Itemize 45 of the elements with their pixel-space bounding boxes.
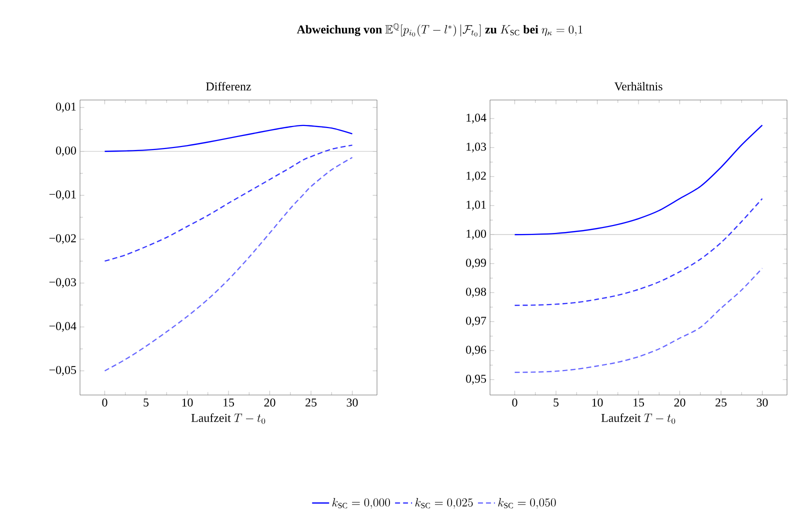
legend-label: $k_{\mathrm{SC}}=0{,}050$ bbox=[498, 498, 556, 509]
x-tick-label: 15 bbox=[224, 398, 234, 407]
line-series bbox=[104, 144, 353, 262]
line-series bbox=[104, 124, 353, 152]
chart-subtitle: Differenz bbox=[206, 82, 251, 90]
y-tick-label: −0,04 bbox=[49, 322, 76, 332]
x-axis-title: $\mbox{Laufzeit }T-t_0$ bbox=[601, 413, 676, 424]
y-tick-label: 0,01 bbox=[56, 102, 76, 112]
x-tick-label: 20 bbox=[264, 398, 276, 407]
y-tick-label: 1,00 bbox=[466, 230, 486, 240]
line-series bbox=[514, 198, 763, 306]
x-tick-label: 20 bbox=[674, 398, 686, 407]
x-tick-label: 10 bbox=[592, 398, 603, 407]
y-tick-label: −0,01 bbox=[49, 190, 76, 200]
y-tick-label: −0,02 bbox=[49, 234, 76, 244]
x-tick-label: 25 bbox=[716, 398, 727, 407]
y-tick-label: 0,00 bbox=[56, 146, 76, 156]
y-tick-label: 0,99 bbox=[466, 258, 486, 268]
line-series bbox=[514, 268, 763, 373]
x-tick-label: 25 bbox=[306, 398, 317, 407]
x-tick-label: 5 bbox=[144, 398, 149, 406]
chart-subtitle: Verhältnis bbox=[614, 82, 662, 91]
x-tick-label: 15 bbox=[634, 398, 644, 407]
y-tick-label: 1,02 bbox=[466, 172, 486, 182]
y-tick-label: 1,04 bbox=[466, 114, 486, 124]
y-tick-label: −0,05 bbox=[49, 366, 76, 376]
legend-label: $k_{\mathrm{SC}}=0{,}025$ bbox=[415, 498, 473, 509]
y-tick-label: 0,96 bbox=[466, 346, 486, 356]
y-tick-label: 1,03 bbox=[466, 142, 486, 152]
line-series bbox=[104, 156, 353, 372]
x-tick-label: 5 bbox=[554, 398, 559, 406]
x-axis-title: $\mbox{Laufzeit }T-t_0$ bbox=[191, 413, 266, 424]
x-tick-label: 30 bbox=[346, 398, 358, 407]
x-tick-label: 30 bbox=[756, 398, 768, 407]
x-tick-label: 10 bbox=[182, 398, 193, 407]
x-tick-label: 0 bbox=[512, 398, 518, 407]
text: $\textbf{Abweichung von }\mathbb{E}^{\mathbb{Q}}[p_{i_0}(T-l^*)\,|\mathcal{F}_{t_0}]\textbf{ zu }K_{\mathrm{SC}}\textbf{ bei }\eta_\kappa=0{,}1$ bbox=[296, 23, 582, 36]
x-tick-label: 0 bbox=[102, 398, 108, 407]
line-series bbox=[514, 124, 763, 236]
y-tick-label: 0,95 bbox=[466, 374, 486, 385]
legend-label: $k_{\mathrm{SC}}=0{,}000$ bbox=[332, 498, 390, 509]
y-tick-label: 1,01 bbox=[466, 200, 486, 210]
y-tick-label: −0,03 bbox=[49, 278, 76, 288]
y-tick-label: 0,97 bbox=[466, 316, 486, 327]
y-tick-label: 0,98 bbox=[466, 288, 486, 298]
